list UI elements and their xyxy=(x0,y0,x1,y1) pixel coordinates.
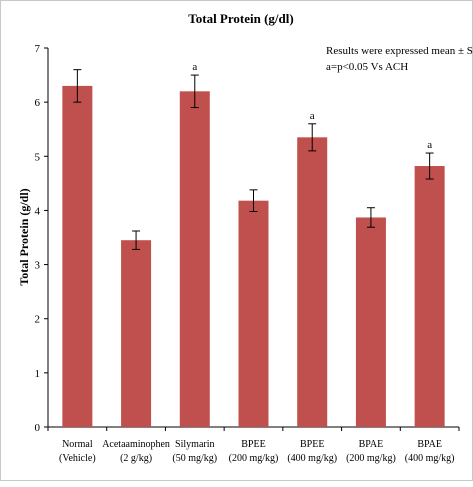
y-tick-label: 6 xyxy=(35,97,41,109)
significance-label: a xyxy=(427,139,432,151)
annotation-line-2: a=p<0.05 Vs ACH xyxy=(326,61,408,73)
x-tick-sublabel: (200 mg/kg) xyxy=(346,453,396,464)
y-tick-label: 7 xyxy=(35,43,41,55)
x-tick-sublabel: (2 g/kg) xyxy=(120,453,152,464)
bar xyxy=(62,85,93,428)
annotation-line-1: Results were expressed mean ± S.D xyxy=(326,45,473,57)
bar xyxy=(121,240,152,427)
bar xyxy=(179,91,210,428)
y-tick-label: 2 xyxy=(35,314,41,326)
x-tick-label: BPAE xyxy=(417,439,442,450)
x-tick-sublabel: (400 mg/kg) xyxy=(405,453,455,464)
bar xyxy=(297,137,328,428)
significance-label: a xyxy=(310,110,315,122)
y-tick-label: 0 xyxy=(35,422,41,434)
x-tick-label: BPEE xyxy=(300,439,324,450)
bar xyxy=(238,200,269,427)
y-tick-label: 1 xyxy=(35,368,41,380)
significance-label: a xyxy=(192,61,197,73)
x-tick-label: Normal xyxy=(62,439,93,450)
x-tick-sublabel: (Vehicle) xyxy=(59,453,96,464)
y-tick-label: 4 xyxy=(35,205,41,217)
x-tick-label: Silymarin xyxy=(175,439,214,450)
x-tick-label: Acetaaminophen xyxy=(102,439,170,450)
x-tick-sublabel: (400 mg/kg) xyxy=(287,453,337,464)
bar xyxy=(414,166,445,427)
bar xyxy=(355,217,386,427)
y-tick-label: 3 xyxy=(35,260,41,272)
x-tick-label: BPEE xyxy=(241,439,265,450)
y-axis-label: Total Protein (g/dl) xyxy=(17,188,31,285)
x-tick-label: BPAE xyxy=(359,439,384,450)
y-tick-label: 5 xyxy=(35,151,41,163)
chart-title: Total Protein (g/dl) xyxy=(188,11,293,26)
x-tick-sublabel: (50 mg/kg) xyxy=(172,453,217,464)
x-tick-sublabel: (200 mg/kg) xyxy=(229,453,279,464)
